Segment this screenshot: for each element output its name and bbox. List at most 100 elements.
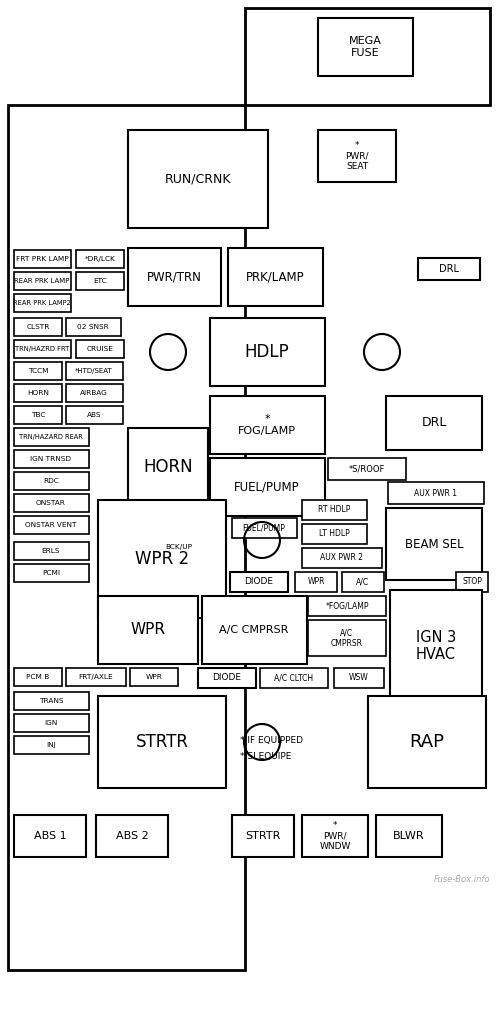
Bar (342, 572, 384, 592)
Text: ERLS: ERLS (42, 548, 60, 554)
Bar (210, 396, 325, 454)
Bar (232, 518, 297, 538)
Bar (96, 815, 168, 857)
Bar (14, 564, 89, 582)
Text: IGN TRNSD: IGN TRNSD (30, 456, 72, 462)
Text: A/C CMPRSR: A/C CMPRSR (220, 625, 288, 635)
Bar (128, 428, 208, 506)
Bar (418, 258, 480, 280)
Text: REAR PRK LAMP2: REAR PRK LAMP2 (13, 300, 71, 306)
Bar (152, 538, 207, 556)
Text: REAR PRK LAMP: REAR PRK LAMP (14, 278, 70, 284)
Bar (98, 596, 198, 664)
Bar (14, 692, 89, 710)
Bar (210, 458, 325, 516)
Text: RAP: RAP (410, 733, 444, 751)
Text: RT HDLP: RT HDLP (318, 505, 350, 514)
Text: FRT/AXLE: FRT/AXLE (78, 674, 114, 680)
Text: *HTD/SEAT: *HTD/SEAT (75, 368, 113, 374)
Bar (14, 384, 62, 402)
Bar (128, 248, 221, 306)
Bar (128, 130, 268, 228)
Text: HORN: HORN (143, 458, 193, 476)
Bar (14, 472, 89, 490)
Bar (302, 815, 368, 857)
Bar (76, 250, 124, 268)
Text: WSW: WSW (349, 674, 369, 683)
Bar (66, 318, 121, 336)
Text: STOP: STOP (462, 578, 482, 587)
Text: HORN: HORN (27, 390, 49, 396)
Bar (14, 542, 89, 560)
Text: PCM B: PCM B (26, 674, 50, 680)
Text: *DR/LCK: *DR/LCK (84, 256, 116, 262)
Bar (260, 668, 328, 688)
Text: 02 SNSR: 02 SNSR (77, 324, 109, 330)
Text: WPR 2: WPR 2 (135, 550, 189, 568)
Bar (202, 596, 307, 664)
Bar (368, 696, 486, 788)
Text: AIRBAG: AIRBAG (80, 390, 108, 396)
Text: TRN/HAZRD FRT: TRN/HAZRD FRT (15, 346, 69, 352)
Text: DRL: DRL (439, 264, 459, 274)
Text: A/C
CMPRSR: A/C CMPRSR (331, 628, 363, 647)
Bar (390, 590, 482, 702)
Text: BEAM SEL: BEAM SEL (404, 537, 464, 550)
Text: A/C: A/C (356, 578, 370, 587)
Bar (456, 572, 488, 592)
Bar (76, 340, 124, 358)
Text: AUX PWR 2: AUX PWR 2 (320, 553, 364, 563)
Text: ABS 1: ABS 1 (34, 831, 66, 841)
Text: FRT PRK LAMP: FRT PRK LAMP (16, 256, 68, 262)
Bar (198, 668, 256, 688)
Text: DRL: DRL (422, 416, 446, 429)
Text: RUN/CRNK: RUN/CRNK (165, 173, 231, 186)
Text: STRTR: STRTR (136, 733, 188, 751)
Text: WPR: WPR (130, 622, 166, 637)
Text: ABS: ABS (87, 412, 101, 418)
Bar (14, 406, 62, 424)
Bar (14, 428, 89, 446)
Text: PWR/TRN: PWR/TRN (146, 271, 202, 284)
Bar (232, 815, 294, 857)
Bar (386, 396, 482, 450)
Bar (76, 272, 124, 290)
Text: PCMI: PCMI (42, 570, 60, 576)
Bar (14, 815, 86, 857)
Bar (14, 450, 89, 468)
Bar (14, 516, 89, 534)
Bar (302, 548, 382, 568)
Bar (318, 18, 413, 76)
Bar (295, 572, 337, 592)
Bar (66, 668, 126, 686)
Bar (14, 362, 62, 380)
Bar (98, 500, 226, 618)
Text: LT HDLP: LT HDLP (318, 529, 350, 538)
Bar (308, 620, 386, 656)
Text: DIODE: DIODE (212, 674, 242, 683)
Text: *
PWR/
WNDW: * PWR/ WNDW (320, 821, 350, 850)
Text: PRK/LAMP: PRK/LAMP (246, 271, 304, 284)
Text: FUEL/PUMP: FUEL/PUMP (242, 523, 286, 532)
Text: TBC: TBC (31, 412, 45, 418)
Text: DIODE: DIODE (244, 578, 274, 587)
Text: * IF EQUIPPED: * IF EQUIPPED (240, 735, 303, 744)
Bar (98, 696, 226, 788)
Bar (14, 250, 71, 268)
Text: CLSTR: CLSTR (26, 324, 50, 330)
Text: TRANS: TRANS (39, 698, 63, 704)
Bar (130, 668, 178, 686)
Text: Fuse-Box.info: Fuse-Box.info (434, 876, 490, 885)
Bar (14, 318, 62, 336)
Bar (66, 384, 123, 402)
Bar (328, 458, 406, 480)
Text: INJ: INJ (46, 742, 56, 748)
Text: STRTR: STRTR (246, 831, 280, 841)
Text: BLWR: BLWR (393, 831, 425, 841)
Text: ABS 2: ABS 2 (116, 831, 148, 841)
Text: *FOG/LAMP: *FOG/LAMP (325, 602, 369, 610)
Bar (230, 572, 288, 592)
Bar (308, 596, 386, 616)
Bar (14, 340, 71, 358)
Text: FUEL/PUMP: FUEL/PUMP (234, 481, 300, 494)
